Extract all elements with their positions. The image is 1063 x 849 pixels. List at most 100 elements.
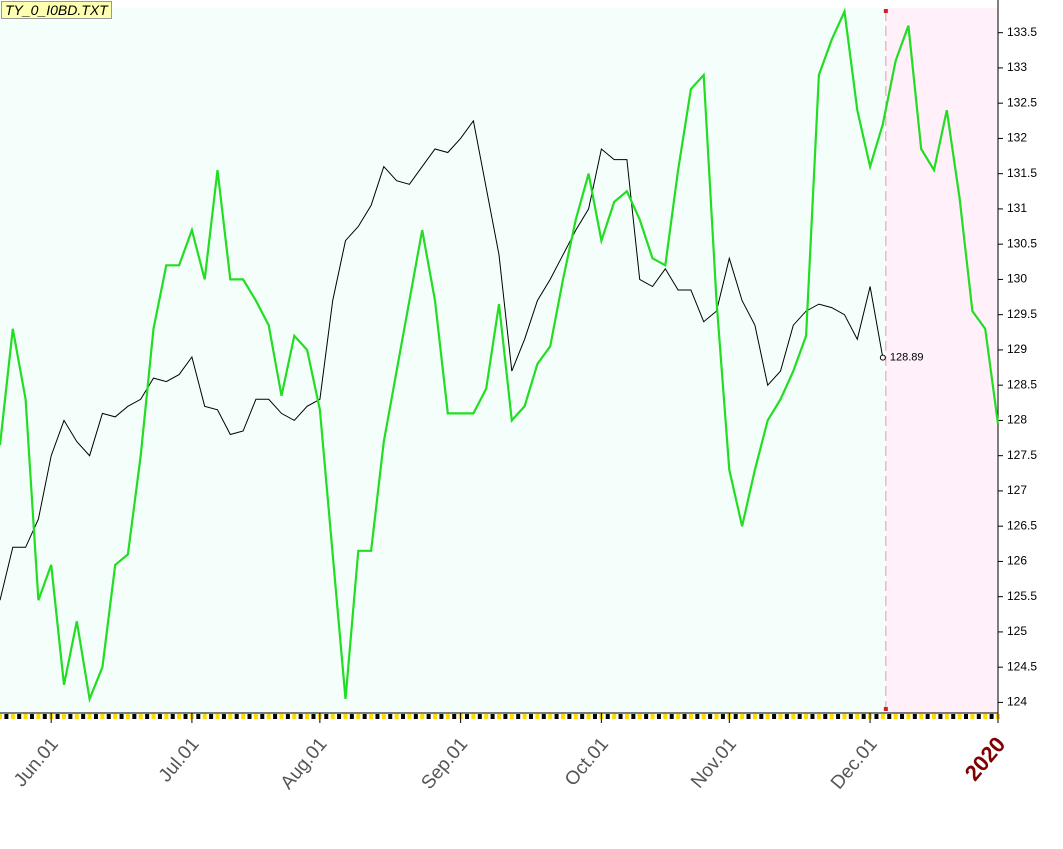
x-minor-tick bbox=[752, 714, 757, 719]
last-value-marker bbox=[879, 354, 886, 361]
x-minor-tick bbox=[388, 714, 393, 719]
x-minor-tick bbox=[285, 714, 290, 719]
x-minor-tick bbox=[663, 714, 668, 719]
last-value-label: 128.89 bbox=[890, 352, 924, 364]
x-minor-tick bbox=[791, 714, 796, 719]
x-minor-tick bbox=[266, 714, 271, 719]
x-minor-tick bbox=[535, 714, 540, 719]
x-minor-tick bbox=[87, 714, 92, 719]
x-minor-tick bbox=[612, 714, 617, 719]
x-minor-tick bbox=[784, 714, 789, 719]
x-minor-tick bbox=[573, 714, 578, 719]
x-tick-label: Nov.01 bbox=[687, 734, 741, 793]
x-minor-tick bbox=[445, 714, 450, 719]
x-minor-tick bbox=[260, 714, 265, 719]
x-minor-tick bbox=[497, 714, 501, 719]
x-minor-tick bbox=[631, 714, 636, 719]
x-minor-tick bbox=[465, 714, 470, 719]
x-tick-label: Jul.01 bbox=[155, 734, 204, 786]
x-minor-tick bbox=[196, 714, 201, 719]
plot-background bbox=[0, 8, 886, 713]
x-minor-tick bbox=[682, 714, 687, 719]
x-minor-tick bbox=[369, 714, 374, 719]
x-minor-tick bbox=[426, 714, 431, 719]
x-minor-tick bbox=[10, 714, 15, 719]
y-tick-label: 131.5 bbox=[1007, 166, 1037, 180]
x-minor-tick bbox=[976, 714, 981, 719]
x-minor-tick bbox=[516, 714, 521, 719]
x-minor-tick bbox=[842, 714, 847, 719]
x-minor-tick bbox=[810, 714, 815, 719]
x-minor-tick bbox=[138, 714, 143, 719]
x-minor-tick bbox=[669, 714, 674, 719]
x-minor-tick bbox=[503, 714, 508, 719]
x-minor-tick bbox=[618, 714, 623, 719]
x-minor-tick bbox=[215, 714, 220, 719]
x-minor-tick bbox=[337, 714, 342, 719]
x-minor-tick bbox=[74, 714, 79, 719]
y-tick-label: 132.5 bbox=[1007, 95, 1037, 109]
x-minor-tick bbox=[829, 714, 834, 719]
x-minor-tick bbox=[695, 714, 700, 719]
x-minor-tick bbox=[362, 714, 367, 719]
x-minor-tick bbox=[4, 714, 9, 719]
x-minor-tick bbox=[68, 714, 73, 719]
x-minor-tick bbox=[157, 714, 162, 719]
x-minor-tick bbox=[42, 714, 47, 719]
x-tick-label: Jun.01 bbox=[10, 734, 63, 791]
x-minor-tick bbox=[17, 714, 22, 719]
x-tick-label: 2020 bbox=[960, 732, 1011, 786]
x-minor-tick bbox=[349, 714, 354, 719]
y-tick-label: 129 bbox=[1007, 342, 1027, 356]
divider-marker bbox=[883, 707, 888, 711]
x-minor-tick bbox=[93, 714, 98, 719]
x-minor-tick bbox=[375, 714, 380, 719]
x-minor-tick bbox=[247, 714, 252, 719]
x-minor-tick bbox=[714, 714, 719, 719]
x-minor-tick bbox=[177, 714, 182, 719]
x-minor-tick bbox=[528, 714, 533, 719]
x-minor-tick bbox=[759, 714, 764, 719]
x-minor-tick bbox=[592, 714, 597, 719]
x-minor-tick bbox=[484, 714, 489, 719]
x-minor-tick bbox=[893, 714, 898, 719]
x-minor-tick bbox=[253, 714, 258, 719]
x-minor-tick bbox=[202, 714, 207, 719]
x-minor-tick bbox=[906, 714, 911, 719]
x-minor-tick bbox=[970, 714, 975, 719]
x-minor-tick bbox=[292, 714, 297, 719]
x-minor-tick bbox=[983, 714, 988, 719]
x-minor-tick bbox=[311, 714, 316, 719]
x-minor-tick bbox=[740, 714, 745, 719]
x-minor-tick bbox=[452, 714, 457, 719]
x-minor-tick bbox=[688, 714, 693, 719]
x-minor-tick bbox=[919, 714, 924, 719]
x-minor-tick bbox=[381, 714, 386, 719]
x-minor-tick bbox=[420, 714, 425, 719]
x-minor-tick bbox=[708, 714, 713, 719]
x-minor-tick bbox=[241, 714, 246, 719]
y-tick-label: 132 bbox=[1007, 131, 1027, 145]
x-minor-tick bbox=[132, 714, 137, 719]
x-minor-tick bbox=[964, 714, 969, 719]
x-minor-tick bbox=[145, 714, 150, 719]
x-tick-label: Oct.01 bbox=[561, 734, 613, 790]
x-tick-label: Dec.01 bbox=[827, 734, 882, 794]
x-minor-tick bbox=[234, 714, 239, 719]
x-minor-tick bbox=[560, 714, 565, 719]
x-minor-tick bbox=[900, 714, 905, 719]
x-minor-tick bbox=[580, 714, 585, 719]
x-minor-tick bbox=[343, 714, 348, 719]
x-minor-tick bbox=[541, 714, 546, 719]
x-minor-tick bbox=[471, 714, 476, 719]
x-minor-tick bbox=[938, 714, 943, 719]
x-minor-tick bbox=[624, 714, 629, 719]
x-minor-tick bbox=[951, 714, 956, 719]
x-minor-tick bbox=[413, 714, 418, 719]
x-minor-tick bbox=[490, 714, 495, 719]
x-minor-tick bbox=[855, 714, 860, 719]
x-minor-tick bbox=[209, 714, 214, 719]
x-minor-tick bbox=[170, 714, 175, 719]
